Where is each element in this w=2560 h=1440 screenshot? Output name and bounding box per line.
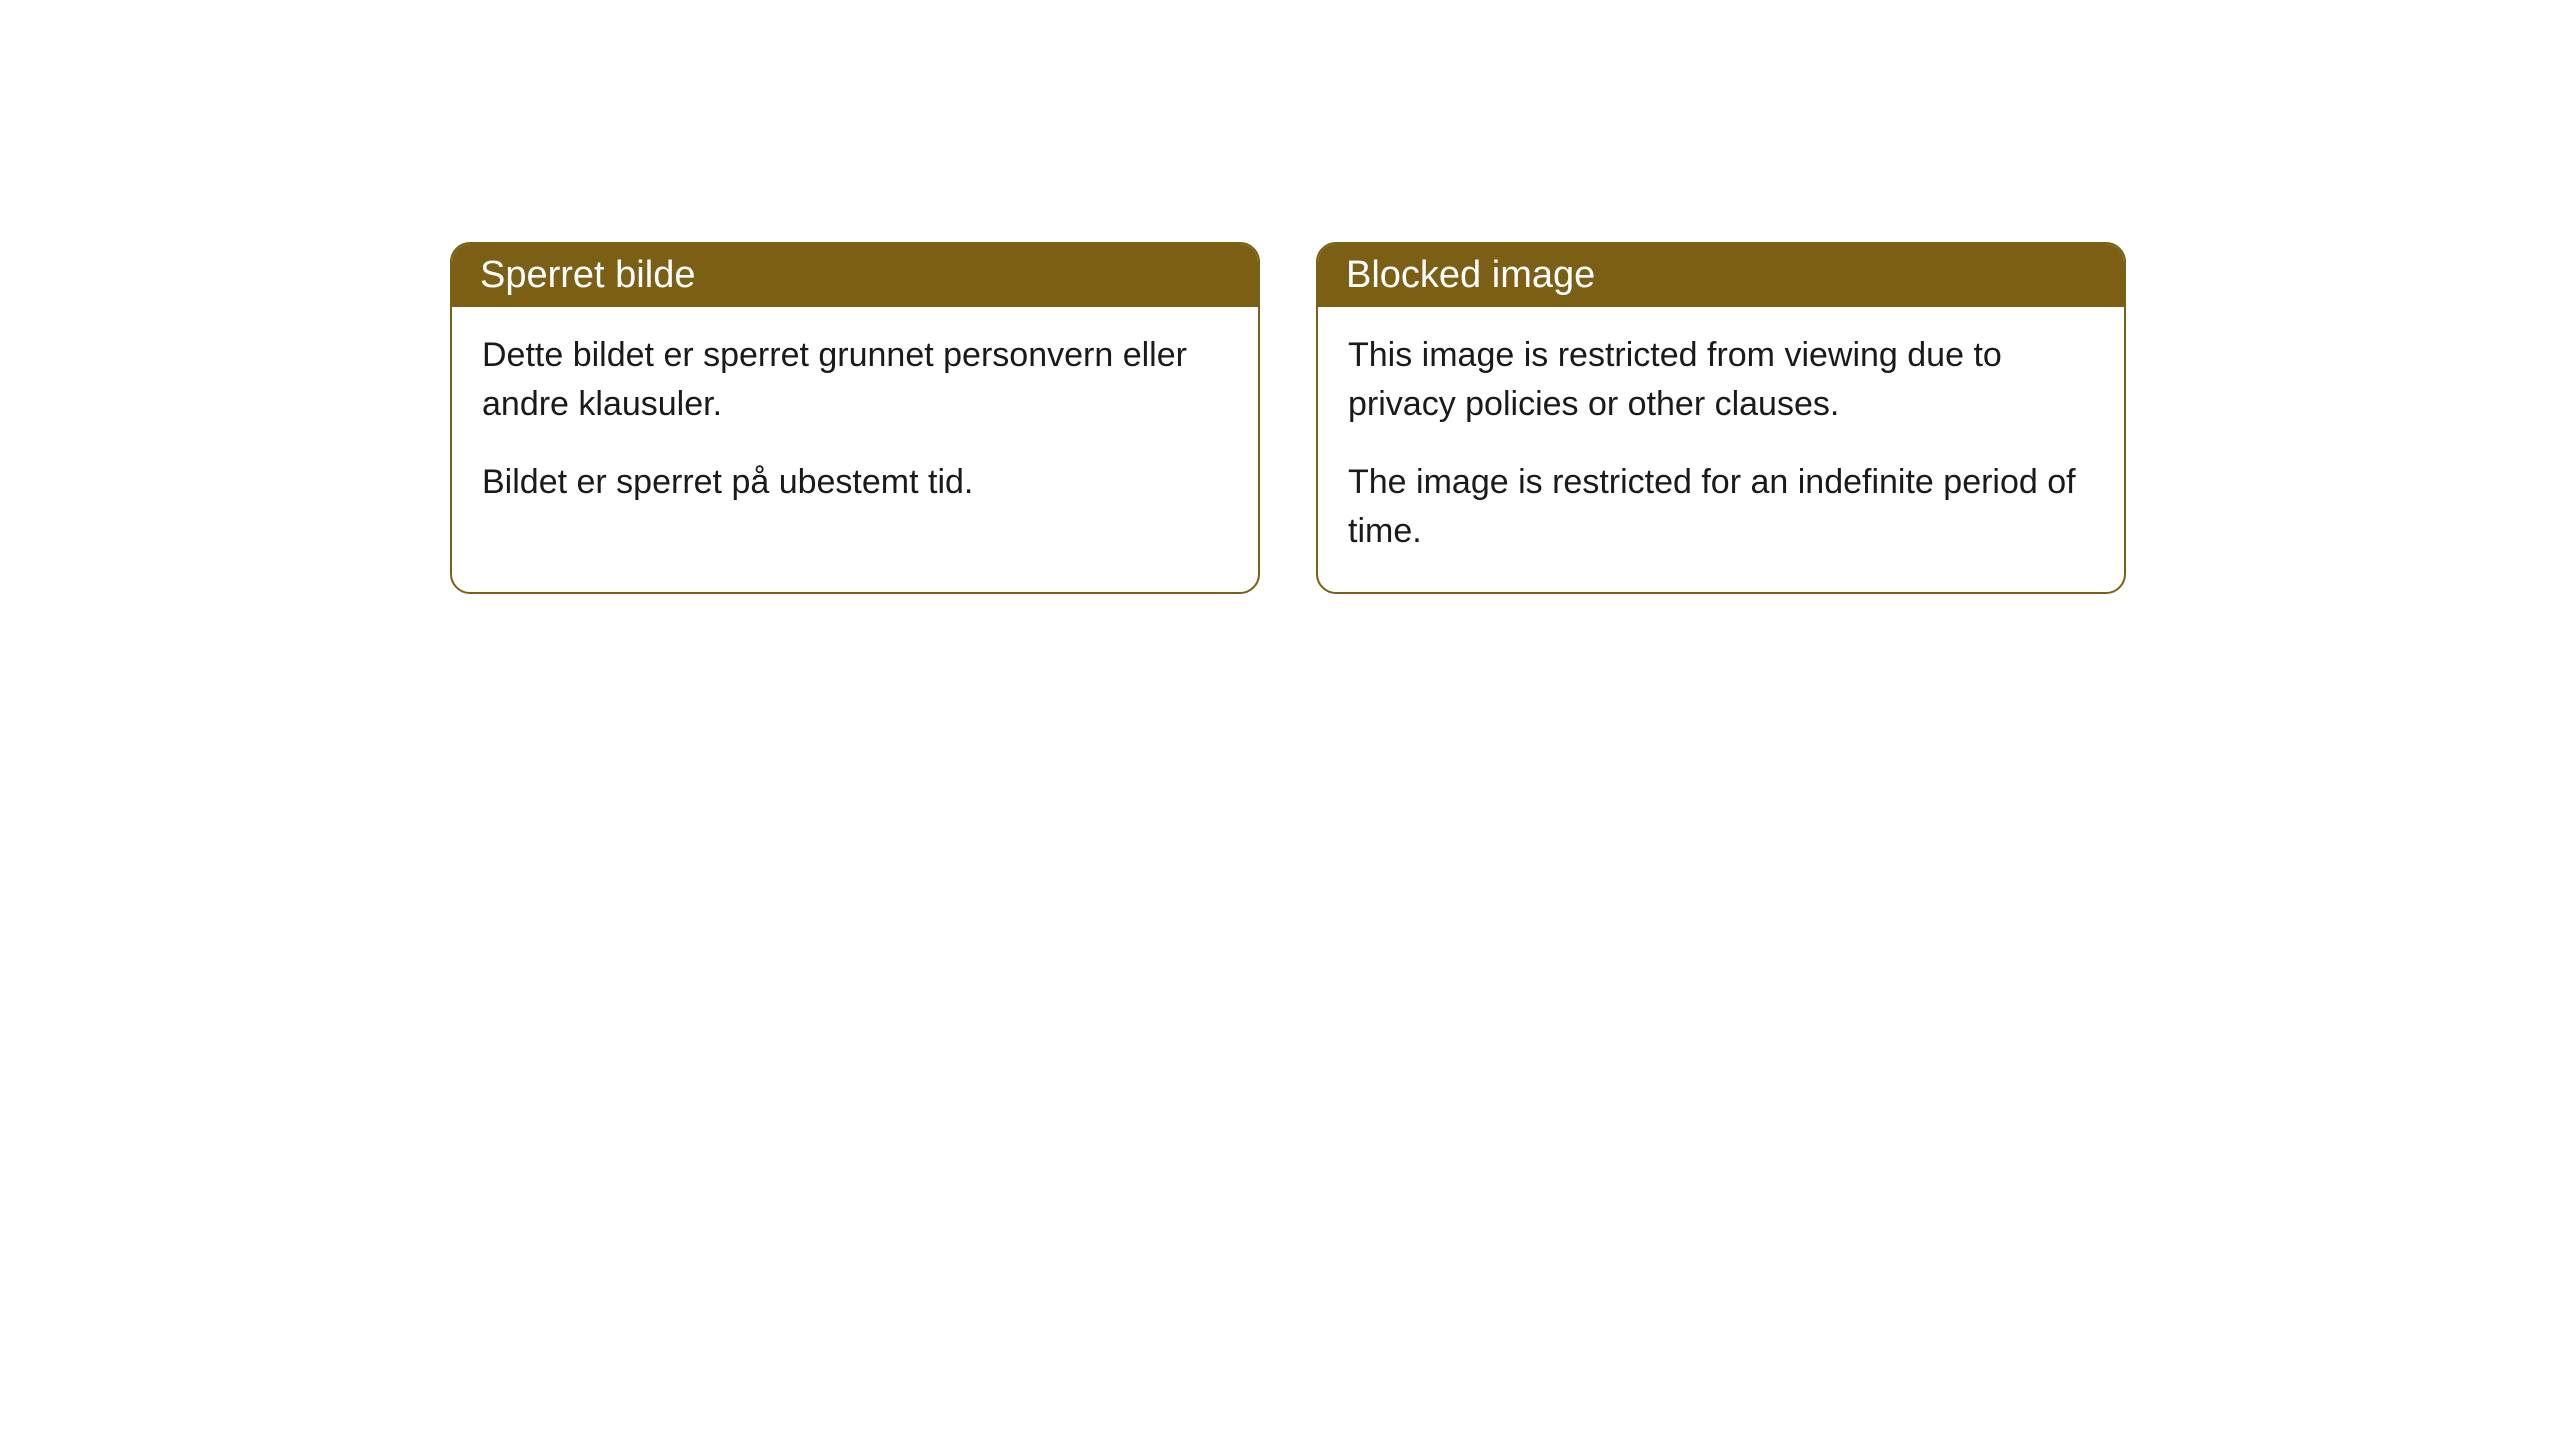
card-title: Blocked image: [1346, 254, 1595, 296]
card-body: This image is restricted from viewing du…: [1318, 307, 2124, 592]
notice-card-english: Blocked image This image is restricted f…: [1316, 242, 2126, 594]
card-paragraph: Dette bildet er sperret grunnet personve…: [482, 331, 1228, 430]
card-header: Blocked image: [1318, 244, 2124, 307]
card-header: Sperret bilde: [452, 244, 1258, 307]
notice-card-norwegian: Sperret bilde Dette bildet er sperret gr…: [450, 242, 1260, 594]
notice-cards-container: Sperret bilde Dette bildet er sperret gr…: [450, 242, 2126, 594]
card-paragraph: The image is restricted for an indefinit…: [1348, 458, 2094, 557]
card-paragraph: Bildet er sperret på ubestemt tid.: [482, 458, 1228, 507]
card-paragraph: This image is restricted from viewing du…: [1348, 331, 2094, 430]
card-body: Dette bildet er sperret grunnet personve…: [452, 307, 1258, 543]
card-title: Sperret bilde: [480, 254, 695, 296]
